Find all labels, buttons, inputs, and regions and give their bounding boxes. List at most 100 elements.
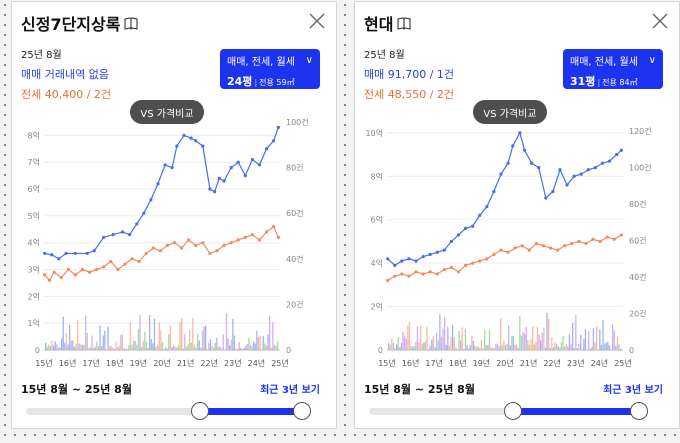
recent-3y-link[interactable]: 최근 3년 보기	[603, 385, 663, 396]
volume-bar	[75, 343, 77, 350]
data-point	[257, 163, 262, 167]
volume-bar	[241, 349, 244, 350]
slider-end-handle[interactable]	[630, 402, 649, 420]
volume-bar	[596, 326, 598, 350]
data-point	[499, 248, 503, 252]
volume-bar	[388, 342, 390, 350]
volume-bar	[431, 339, 433, 350]
data-point	[386, 257, 390, 261]
data-point	[435, 250, 439, 254]
data-point	[518, 131, 522, 135]
book-icon[interactable]	[124, 16, 139, 30]
volume-bar	[402, 331, 404, 350]
y-axis-right-label: 20건	[286, 299, 304, 309]
data-point	[544, 196, 548, 200]
data-point	[151, 246, 155, 250]
volume-bar	[57, 347, 60, 350]
volume-bar	[578, 344, 580, 350]
period-slider[interactable]	[369, 402, 649, 422]
period-label: 25년 8월	[21, 50, 62, 61]
slider-track	[26, 408, 302, 415]
trade-summary: 매매 91,700 / 1건	[364, 68, 455, 81]
volume-bar	[541, 332, 543, 350]
data-point	[208, 187, 212, 191]
volume-bar	[235, 348, 237, 350]
volume-bar	[535, 341, 537, 350]
y-axis-left-label: 7억	[28, 157, 40, 167]
volume-bar	[511, 335, 513, 350]
data-point	[250, 233, 254, 237]
volume-bar	[160, 330, 162, 350]
volume-bar	[126, 348, 128, 350]
y-axis-right-label: 100건	[286, 117, 309, 127]
volume-bar	[101, 345, 103, 350]
volume-bar	[468, 348, 470, 350]
volume-bar	[580, 334, 582, 350]
volume-bar	[527, 339, 529, 350]
volume-bar	[396, 344, 398, 350]
data-point	[570, 242, 574, 246]
volume-bar	[97, 345, 100, 350]
volume-bar	[253, 341, 255, 350]
volume-bar	[404, 335, 406, 350]
volume-bar	[254, 343, 256, 350]
volume-bar	[474, 345, 476, 350]
date-range-label: 15년 8월 ~ 25년 8월	[21, 383, 132, 396]
volume-bar	[538, 334, 540, 350]
volume-bar	[48, 344, 50, 350]
volume-bar	[506, 343, 508, 350]
deal-type-filter-button[interactable]: 매매, 전세, 월세 ∨ 24평 | 전용 59㎡	[220, 49, 320, 89]
data-point	[144, 251, 148, 256]
period-slider[interactable]	[26, 402, 311, 422]
data-point	[586, 168, 590, 172]
book-icon[interactable]	[397, 16, 412, 30]
volume-bar	[245, 345, 247, 350]
volume-bar	[256, 330, 258, 350]
volume-bar	[78, 343, 80, 350]
compare-price-button[interactable]: VS 가격비교	[473, 100, 547, 124]
recent-3y-link[interactable]: 최근 3년 보기	[260, 385, 320, 396]
data-point	[236, 238, 240, 242]
volume-bar	[232, 319, 234, 350]
data-point	[130, 257, 134, 261]
close-icon[interactable]	[308, 12, 326, 30]
data-point	[442, 268, 446, 272]
y-axis-right-label: 80건	[286, 163, 304, 173]
x-axis-tick: 19년	[473, 358, 491, 368]
volume-bar	[466, 345, 468, 350]
data-point	[243, 235, 247, 239]
compare-price-button[interactable]: VS 가격비교	[130, 100, 204, 124]
volume-bar	[434, 347, 436, 350]
y-axis-left-label: 1억	[28, 318, 40, 328]
y-axis-right-label: 100건	[629, 163, 652, 173]
volume-bar	[118, 345, 120, 350]
volume-bar	[612, 324, 614, 350]
slider-start-handle[interactable]	[503, 402, 522, 420]
volume-bar	[599, 329, 601, 350]
y-axis-left-label: 4억	[28, 238, 40, 248]
chevron-down-icon: ∨	[305, 55, 313, 66]
slider-start-handle[interactable]	[190, 402, 209, 420]
volume-bar	[540, 340, 542, 350]
volume-bar	[565, 344, 567, 350]
y-axis-right-label: 0	[629, 346, 634, 355]
volume-bar	[141, 346, 143, 350]
data-point	[109, 259, 113, 264]
volume-bar	[230, 339, 232, 350]
volume-bar	[549, 347, 551, 350]
data-point	[485, 205, 489, 209]
x-axis-tick: 24년	[591, 358, 609, 368]
volume-bar	[139, 315, 141, 350]
slider-end-handle[interactable]	[293, 402, 311, 420]
deal-type-filter-button[interactable]: 매매, 전세, 월세 ∨ 31평 | 전용 84㎡	[563, 49, 663, 89]
volume-bar	[392, 342, 395, 350]
volume-bar	[227, 338, 229, 350]
data-point	[236, 160, 240, 164]
close-icon[interactable]	[651, 12, 669, 30]
data-point	[506, 161, 510, 165]
y-axis-left-label: 0	[35, 346, 40, 355]
apartment-panel: 현대 25년 8월 매매 91,700 / 1건 전세 48,550 / 2건 …	[354, 1, 680, 429]
data-point	[619, 148, 623, 152]
data-point	[407, 257, 411, 261]
volume-bar	[589, 348, 591, 350]
